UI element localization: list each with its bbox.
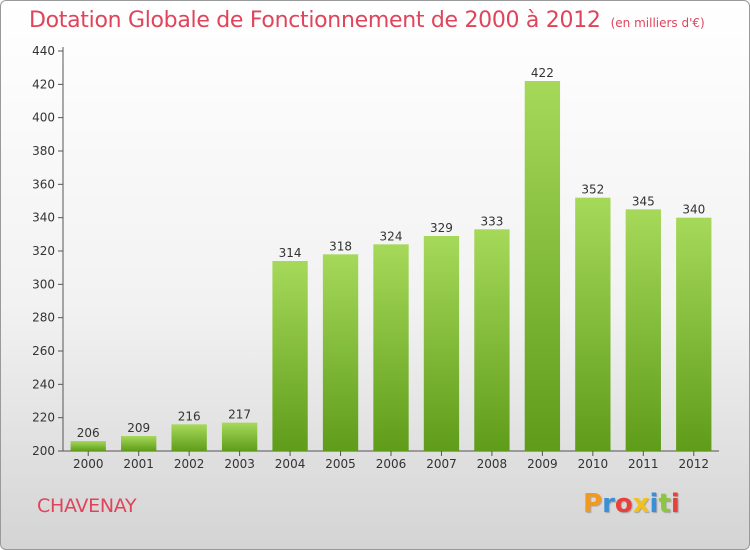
data-label-2008: 333 [480,214,503,228]
logo-letter: P [583,489,603,519]
x-tick-label: 2004 [275,457,306,471]
bar-2003 [221,422,258,451]
bars [70,81,712,451]
chart-title: Dotation Globale de Fonctionnement de 20… [29,8,601,33]
bar-2012 [676,217,712,451]
bar-2000 [70,441,106,451]
y-tick-label: 260 [32,344,55,358]
logo-letter: t [658,489,671,519]
y-tick-label: 300 [32,277,55,291]
x-tick-label: 2003 [224,457,255,471]
x-tick-label: 2005 [325,457,356,471]
bar-2006 [373,244,409,451]
logo-letter: o [614,489,633,519]
x-tick-label: 2011 [628,457,659,471]
x-tick-label: 2008 [477,457,508,471]
x-tick-label: 2006 [376,457,407,471]
data-label-2005: 318 [329,239,352,253]
bar-2008 [474,229,510,451]
x-tick-label: 2002 [174,457,205,471]
bar-2001 [121,436,157,451]
x-tick-label: 2009 [527,457,558,471]
data-label-2010: 352 [581,183,604,197]
data-label-2004: 314 [279,246,302,260]
y-tick-label: 360 [32,177,55,191]
data-label-2012: 340 [682,203,705,217]
y-tick-label: 280 [32,311,55,325]
data-label-2000: 206 [77,426,100,440]
data-labels: 206 209 216 217 314 318 324 329 333 422 352 345 340 [77,66,705,440]
bar-2011 [625,209,661,451]
proxiti-logo: Proxiti [583,489,680,519]
axes: 200 220 240 260 280 300 320 340 360 380 400 420 440 2… [32,44,719,471]
bar-2010 [575,197,611,451]
x-tick-label: 2000 [73,457,104,471]
y-tick-label: 240 [32,377,55,391]
data-label-2001: 209 [127,421,150,435]
data-label-2011: 345 [632,194,655,208]
x-tick-label: 2001 [123,457,154,471]
bar-2002 [171,424,207,451]
y-tick-label: 440 [32,44,55,58]
x-tick-label: 2012 [678,457,709,471]
y-tick-label: 340 [32,211,55,225]
y-tick-label: 200 [32,444,55,458]
logo-letter: r [602,489,615,519]
logo-letter: i [649,489,659,519]
y-tick-label: 380 [32,144,55,158]
data-label-2007: 329 [430,221,453,235]
x-tick-label: 2010 [578,457,609,471]
bar-2007 [423,236,460,451]
y-tick-label: 400 [32,111,55,125]
bar-2005 [322,254,359,451]
y-tick-label: 320 [32,244,55,258]
data-label-2006: 324 [380,229,403,243]
data-label-2009: 422 [531,66,554,80]
x-tick-label: 2007 [426,457,457,471]
y-tick-label: 420 [32,77,55,91]
y-tick-label: 220 [32,411,55,425]
logo-letter: i [670,489,680,519]
bar-2009 [524,81,561,451]
chart-subtitle: (en milliers d'€) [610,16,705,30]
bar-2004 [272,261,308,451]
data-label-2002: 216 [178,409,201,423]
data-label-2003: 217 [228,408,251,422]
logo-letter: x [632,489,650,519]
title-row: Dotation Globale de Fonctionnement de 20… [29,8,705,33]
commune-name: CHAVENAY [37,495,137,517]
